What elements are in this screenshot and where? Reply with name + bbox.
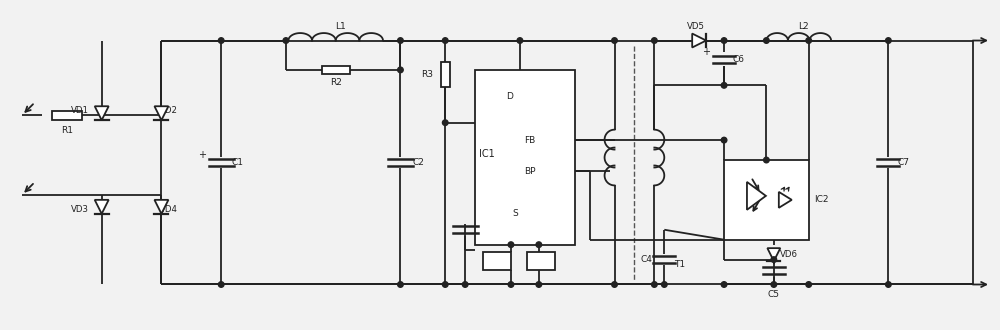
Bar bbox=[52, 111, 82, 120]
Text: FB: FB bbox=[524, 136, 535, 145]
Text: D: D bbox=[507, 92, 513, 101]
Text: C3: C3 bbox=[475, 225, 487, 234]
Circle shape bbox=[218, 282, 224, 287]
Text: IC1: IC1 bbox=[479, 149, 495, 159]
Circle shape bbox=[442, 282, 448, 287]
Circle shape bbox=[517, 38, 523, 43]
Circle shape bbox=[652, 38, 657, 43]
Text: VD3: VD3 bbox=[71, 205, 89, 214]
Circle shape bbox=[721, 38, 727, 43]
Bar bbox=[527, 252, 555, 270]
Circle shape bbox=[536, 242, 542, 248]
Text: L2: L2 bbox=[798, 22, 809, 31]
Circle shape bbox=[612, 38, 617, 43]
Circle shape bbox=[442, 120, 448, 125]
Text: VD1: VD1 bbox=[71, 106, 89, 115]
Circle shape bbox=[442, 38, 448, 43]
Text: R1: R1 bbox=[61, 126, 73, 135]
Text: +: + bbox=[198, 150, 206, 160]
Text: S: S bbox=[512, 209, 518, 218]
Text: VD2: VD2 bbox=[160, 106, 178, 115]
Polygon shape bbox=[95, 200, 109, 214]
Circle shape bbox=[886, 282, 891, 287]
Circle shape bbox=[462, 282, 468, 287]
Text: C5: C5 bbox=[768, 290, 780, 299]
Circle shape bbox=[508, 242, 514, 248]
Polygon shape bbox=[692, 34, 706, 48]
Circle shape bbox=[721, 82, 727, 88]
Text: C6: C6 bbox=[733, 55, 745, 64]
Circle shape bbox=[652, 282, 657, 287]
Polygon shape bbox=[95, 106, 109, 120]
Polygon shape bbox=[154, 200, 168, 214]
Text: C7: C7 bbox=[897, 158, 909, 167]
Circle shape bbox=[764, 157, 769, 163]
Circle shape bbox=[662, 282, 667, 287]
Bar bbox=[322, 66, 350, 74]
Bar bbox=[483, 252, 511, 270]
Text: VD4: VD4 bbox=[160, 205, 178, 214]
Text: C1: C1 bbox=[231, 158, 243, 167]
Circle shape bbox=[283, 38, 289, 43]
Circle shape bbox=[771, 282, 777, 287]
Circle shape bbox=[508, 282, 514, 287]
Circle shape bbox=[764, 38, 769, 43]
Circle shape bbox=[806, 282, 811, 287]
Text: C4: C4 bbox=[640, 255, 652, 264]
Text: R2: R2 bbox=[330, 78, 342, 87]
Circle shape bbox=[771, 257, 777, 262]
Bar bbox=[724, 160, 809, 240]
Bar bbox=[441, 62, 450, 87]
Text: T1: T1 bbox=[674, 260, 685, 269]
Circle shape bbox=[398, 38, 403, 43]
Text: VD5: VD5 bbox=[687, 22, 705, 31]
Circle shape bbox=[398, 282, 403, 287]
Bar bbox=[475, 70, 575, 245]
Polygon shape bbox=[779, 192, 792, 208]
Circle shape bbox=[806, 38, 811, 43]
Text: R3: R3 bbox=[421, 70, 433, 80]
Circle shape bbox=[536, 282, 542, 287]
Text: L1: L1 bbox=[335, 22, 346, 31]
Circle shape bbox=[398, 67, 403, 73]
Circle shape bbox=[721, 137, 727, 143]
Polygon shape bbox=[767, 248, 780, 261]
Text: BP: BP bbox=[524, 167, 536, 176]
Text: C2: C2 bbox=[412, 158, 424, 167]
Circle shape bbox=[886, 38, 891, 43]
Circle shape bbox=[218, 38, 224, 43]
Text: VD6: VD6 bbox=[780, 250, 798, 259]
Text: IC2: IC2 bbox=[814, 195, 829, 204]
Circle shape bbox=[612, 282, 617, 287]
Polygon shape bbox=[747, 182, 766, 210]
Text: +: + bbox=[702, 47, 710, 57]
Circle shape bbox=[721, 282, 727, 287]
Polygon shape bbox=[154, 106, 168, 120]
